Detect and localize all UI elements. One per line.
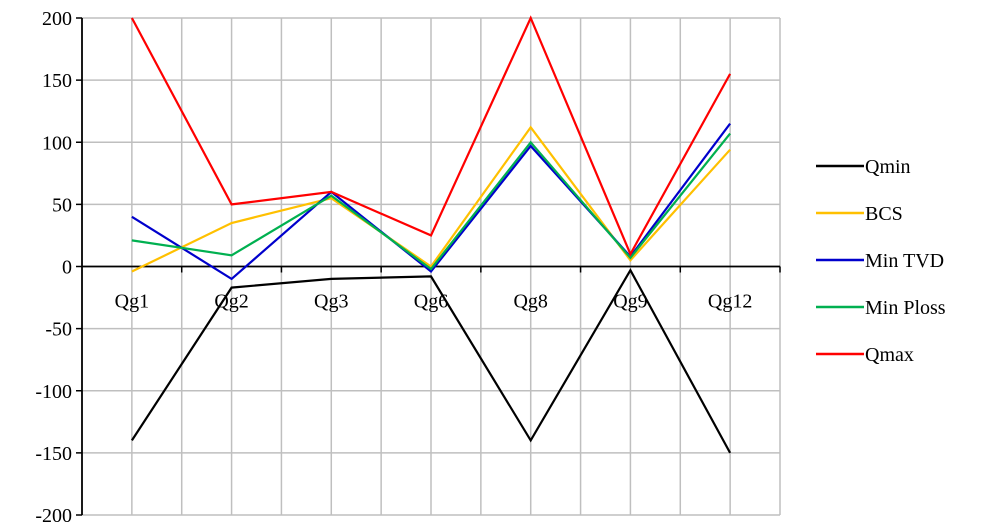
y-tick-label: 0 — [62, 257, 72, 279]
y-tick-label: -200 — [35, 505, 72, 527]
legend-label: Min Ploss — [865, 297, 946, 319]
x-tick-label: Qg1 — [115, 291, 149, 313]
y-tick-label: -50 — [45, 319, 72, 341]
x-tick-label: Qg3 — [314, 291, 348, 313]
x-tick-label: Qg2 — [214, 291, 248, 313]
y-tick-label: -150 — [35, 443, 72, 465]
series-lines — [130, 15, 732, 454]
x-tick-label: Qg12 — [708, 291, 752, 313]
y-tick-label: 150 — [42, 70, 72, 92]
x-tick-label: Qg6 — [414, 291, 448, 313]
x-tick-label: Qg8 — [513, 291, 547, 313]
y-tick-label: -100 — [35, 381, 72, 403]
legend-label: BCS — [865, 203, 903, 225]
legend-label: Qmin — [865, 156, 911, 178]
x-tick-label: Qg9 — [613, 291, 647, 313]
tick-labels: 200 150 100 50 0 -50 -100 -150 -200 Qg1 Qg2 Qg3 Qg6 Q… — [35, 8, 752, 527]
y-tick-label: 50 — [52, 194, 72, 216]
y-tick-label: 100 — [42, 132, 72, 154]
y-tick-label: 200 — [42, 8, 72, 30]
legend: Qmin BCS Min TVD Min Ploss Qmax — [816, 156, 946, 366]
legend-label: Qmax — [865, 344, 914, 366]
legend-label: Min TVD — [865, 250, 944, 272]
